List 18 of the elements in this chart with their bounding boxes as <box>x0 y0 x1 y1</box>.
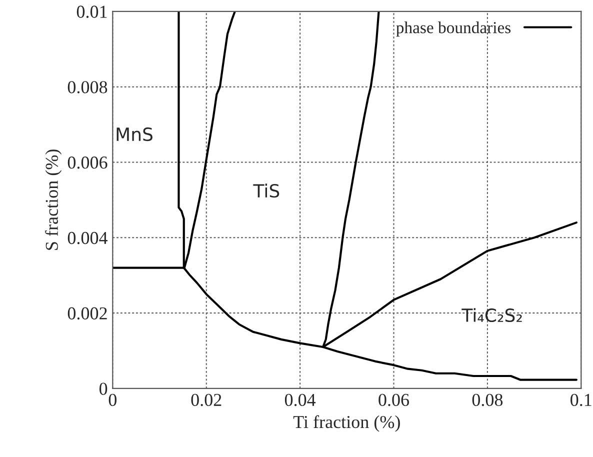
x-axis-title: Ti fraction (%) <box>293 415 400 432</box>
x-tick-label: 0 <box>108 394 116 406</box>
x-tick-label: 0.08 <box>472 394 503 406</box>
y-axis-title: S fraction (%) <box>45 150 62 250</box>
y-tick-label: 0.008 <box>68 81 108 94</box>
x-tick-label: 0.06 <box>378 394 410 406</box>
annotation: Ti₄C₂S₂ <box>462 308 522 322</box>
y-tick-label: 0 <box>99 382 108 395</box>
x-tick-label: 0.1 <box>570 394 592 406</box>
annotation: MnS <box>116 127 152 142</box>
y-tick-label: 0.006 <box>68 156 108 169</box>
y-tick-label: 0.004 <box>68 232 108 244</box>
legend-label: phase boundaries <box>396 22 511 37</box>
y-tick-label: 0.002 <box>68 307 107 320</box>
annotation: TiS <box>253 184 280 198</box>
x-tick-label: 0.02 <box>191 394 222 406</box>
x-tick-label: 0.04 <box>284 394 316 406</box>
y-tick-label: 0.01 <box>76 6 107 18</box>
